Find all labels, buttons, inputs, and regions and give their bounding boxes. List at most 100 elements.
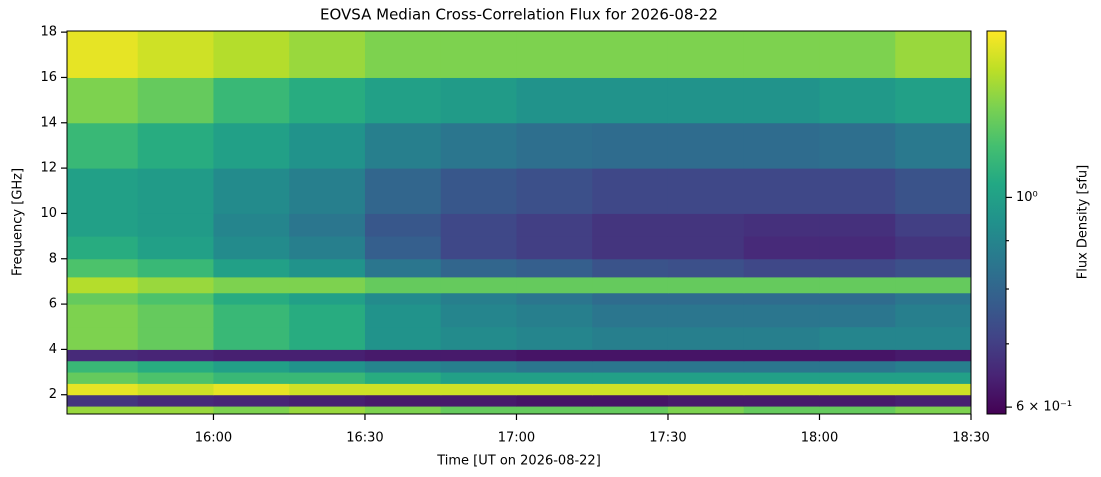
heatmap-cell (895, 31, 972, 78)
heatmap-cell (592, 168, 669, 214)
heatmap-cell (213, 349, 290, 362)
heatmap-cell (592, 292, 669, 305)
heatmap-cell (743, 360, 820, 373)
x-tick-label: 18:00 (801, 431, 838, 446)
x-tick-label: 17:30 (649, 431, 686, 446)
heatmap-cell (667, 394, 745, 407)
y-tick-label: 16 (40, 70, 57, 85)
heatmap-cell (67, 122, 139, 169)
heatmap-cell (819, 122, 896, 169)
heatmap-cell (213, 276, 290, 294)
plot-frame (66, 30, 972, 415)
heatmap-cell (516, 372, 593, 384)
heatmap-cell (895, 77, 972, 124)
heatmap-cell (743, 406, 820, 415)
heatmap-cell (819, 349, 896, 362)
heatmap-cell (440, 31, 517, 78)
y-tick-label: 4 (49, 342, 57, 357)
heatmap-cell (819, 236, 896, 260)
heatmap-cell (895, 276, 972, 294)
y-tick-label: 14 (40, 115, 57, 130)
heatmap-cell (289, 31, 366, 78)
heatmap-cell (743, 213, 820, 237)
heatmap-cell (213, 292, 290, 305)
heatmap-cell (592, 122, 669, 169)
colorbar-tick-label: 10⁰ (1016, 190, 1038, 205)
heatmap-cell (289, 236, 366, 260)
heatmap-cell (137, 383, 214, 396)
heatmap-cell (364, 236, 442, 260)
heatmap-cell (667, 406, 745, 415)
heatmap-cell (364, 258, 442, 278)
heatmap-cell (516, 77, 593, 124)
heatmap-cell (289, 276, 366, 294)
heatmap-cell (743, 168, 820, 214)
heatmap-cell (667, 349, 745, 362)
colorbar (986, 30, 1007, 415)
heatmap-cell (592, 349, 669, 362)
heatmap-cell (213, 213, 290, 237)
heatmap-cell (895, 326, 972, 350)
heatmap-cell (743, 122, 820, 169)
heatmap-cell (895, 406, 972, 415)
heatmap-cell (213, 304, 290, 328)
heatmap-cell (819, 292, 896, 305)
heatmap-cell (440, 406, 517, 415)
heatmap-cell (137, 168, 214, 214)
heatmap-cell (137, 406, 214, 415)
heatmap-cell (516, 292, 593, 305)
heatmap-cell (592, 304, 669, 328)
y-tick-label: 18 (40, 25, 57, 40)
heatmap-cell (743, 394, 820, 407)
heatmap-cell (516, 394, 593, 407)
heatmap-cell (895, 168, 972, 214)
heatmap-cell (289, 122, 366, 169)
heatmap-cell (364, 349, 442, 362)
heatmap-cell (364, 383, 442, 396)
x-tick-label: 16:30 (346, 431, 383, 446)
heatmap-cell (440, 258, 517, 278)
heatmap-cell (364, 31, 442, 78)
heatmap (67, 31, 972, 415)
heatmap-cell (819, 326, 896, 350)
heatmap-cell (819, 372, 896, 384)
heatmap-cell (440, 383, 517, 396)
y-tick-label: 8 (49, 251, 57, 266)
heatmap-cell (67, 394, 139, 407)
heatmap-cell (364, 304, 442, 328)
heatmap-cell (743, 276, 820, 294)
heatmap-cell (289, 406, 366, 415)
heatmap-cell (667, 292, 745, 305)
heatmap-cell (743, 77, 820, 124)
heatmap-cell (516, 236, 593, 260)
heatmap-cell (137, 236, 214, 260)
heatmap-cell (592, 406, 669, 415)
y-tick-label: 12 (40, 161, 57, 176)
heatmap-cell (819, 31, 896, 78)
heatmap-cell (592, 360, 669, 373)
heatmap-cell (667, 31, 745, 78)
heatmap-cell (592, 77, 669, 124)
y-tick-label: 2 (49, 387, 57, 402)
heatmap-cell (67, 349, 139, 362)
heatmap-cell (67, 236, 139, 260)
heatmap-cell (289, 349, 366, 362)
heatmap-cell (743, 372, 820, 384)
heatmap-cell (364, 292, 442, 305)
heatmap-cell (137, 31, 214, 78)
heatmap-cell (516, 122, 593, 169)
heatmap-cell (667, 213, 745, 237)
heatmap-cell (516, 383, 593, 396)
heatmap-cell (289, 383, 366, 396)
heatmap-cell (289, 292, 366, 305)
heatmap-cell (516, 213, 593, 237)
heatmap-cell (440, 122, 517, 169)
heatmap-cell (364, 168, 442, 214)
heatmap-cell (137, 326, 214, 350)
heatmap-cell (289, 360, 366, 373)
heatmap-cell (667, 326, 745, 350)
heatmap-cell (592, 258, 669, 278)
heatmap-cell (364, 122, 442, 169)
heatmap-cell (213, 406, 290, 415)
